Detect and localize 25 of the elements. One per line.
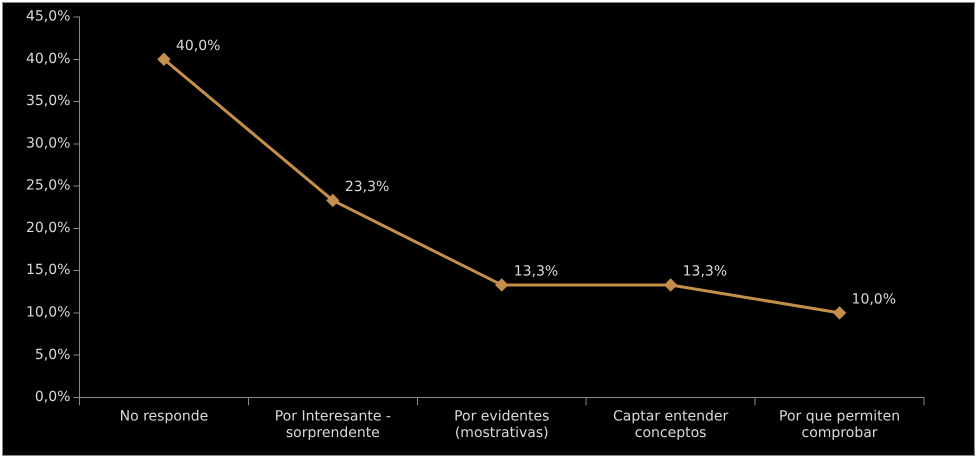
x-tick-label: Por Interesante - sorprendente bbox=[274, 408, 391, 442]
y-tick-label: 20,0% bbox=[26, 220, 70, 236]
data-label: 10,0% bbox=[852, 292, 896, 308]
y-tick-label: 40,0% bbox=[26, 50, 70, 67]
point bbox=[664, 278, 678, 292]
y-tick-label: 45,0% bbox=[26, 8, 70, 25]
data-label: 23,3% bbox=[344, 179, 390, 196]
x-tick-label: No responde bbox=[120, 408, 208, 424]
y-tick-label: 5,0% bbox=[34, 346, 70, 363]
y-tick-label: 15,0% bbox=[26, 262, 70, 278]
y-tick-label: 30,0% bbox=[26, 135, 70, 152]
data-label: 13,3% bbox=[682, 264, 728, 280]
y-tick-label: 0,0% bbox=[34, 389, 70, 406]
point bbox=[833, 306, 846, 320]
y-tick-label: 10,0% bbox=[26, 304, 70, 321]
point bbox=[495, 278, 508, 292]
y-tick-label: 25,0% bbox=[26, 178, 70, 194]
data-label: 40,0% bbox=[176, 38, 220, 54]
data-label: 13,3% bbox=[514, 264, 558, 280]
x-tick-label: Por evidentes (mostrativas) bbox=[454, 408, 550, 442]
y-tick-label: 35,0% bbox=[26, 93, 70, 110]
x-tick-label: Captar entender conceptos bbox=[613, 408, 729, 442]
point bbox=[326, 194, 340, 207]
point bbox=[157, 52, 170, 66]
x-tick-label: Por que permiten comprobar bbox=[779, 408, 900, 442]
